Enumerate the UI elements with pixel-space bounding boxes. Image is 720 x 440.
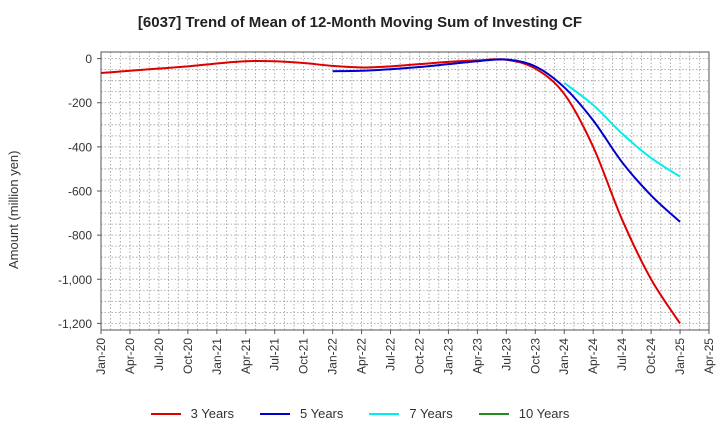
legend-label: 10 Years <box>518 406 570 421</box>
y-tick-label: -1,000 <box>58 273 92 287</box>
x-tick-label: Oct-23 <box>528 338 542 374</box>
legend-label: 3 Years <box>190 406 234 421</box>
y-axis: 0 -200 -400 -600 -800 -1,000 -1,200 <box>58 52 101 331</box>
x-tick-label: Apr-22 <box>355 338 369 374</box>
x-tick-label: Oct-20 <box>181 338 195 374</box>
legend-swatch <box>150 412 181 415</box>
y-tick-label: -400 <box>68 140 92 154</box>
x-tick-label: Jan-25 <box>673 338 687 375</box>
x-tick-label: Apr-21 <box>239 338 253 374</box>
legend-item-5-years: 5 Years <box>260 406 343 421</box>
x-tick-label: Apr-25 <box>702 338 716 374</box>
legend-swatch <box>260 412 290 415</box>
legend-swatch <box>369 412 400 415</box>
x-tick-label: Jan-22 <box>326 338 340 375</box>
x-tick-label: Apr-20 <box>123 338 137 374</box>
x-tick-label: Oct-22 <box>412 338 426 374</box>
legend-label: 7 Years <box>409 406 453 421</box>
chart-title: [6037] Trend of Mean of 12-Month Moving … <box>137 14 583 31</box>
y-tick-label: -1,200 <box>58 317 92 331</box>
series-line-7-years <box>563 82 681 178</box>
x-tick-label: Oct-21 <box>297 338 311 374</box>
x-tick-label: Jan-23 <box>441 338 455 375</box>
x-tick-label: Jan-21 <box>210 338 224 375</box>
y-tick-label: -800 <box>68 229 92 243</box>
x-tick-label: Jul-20 <box>152 338 166 371</box>
series-lines <box>100 58 681 324</box>
grid <box>100 52 710 330</box>
x-tick-label: Apr-23 <box>470 338 484 374</box>
legend-item-7-years: 7 Years <box>369 406 453 421</box>
x-tick-label: Jul-23 <box>499 338 513 371</box>
series-line-3-years <box>100 58 681 324</box>
x-tick-label: Jul-21 <box>268 338 282 371</box>
x-tick-label: Oct-24 <box>644 338 658 374</box>
y-tick-label: 0 <box>85 52 92 66</box>
x-tick-label: Jan-20 <box>94 338 108 375</box>
x-tick-label: Jan-24 <box>557 338 571 375</box>
legend: 3 Years 5 Years 7 Years 10 Years <box>0 406 720 421</box>
legend-item-10-years: 10 Years <box>478 406 570 421</box>
legend-swatch <box>478 412 509 415</box>
x-tick-label: Jul-22 <box>384 338 398 371</box>
y-axis-label: Amount (million yen) <box>6 150 21 270</box>
y-tick-label: -200 <box>68 96 92 110</box>
legend-item-3-years: 3 Years <box>150 406 234 421</box>
x-tick-label: Apr-24 <box>586 338 600 374</box>
y-tick-label: -600 <box>68 185 92 199</box>
x-axis: Jan-20 Apr-20 Jul-20 Oct-20 Jan-21 Apr-21 Jul-… <box>94 330 716 375</box>
x-tick-label: Jul-24 <box>615 338 629 371</box>
series-line-5-years <box>332 58 681 223</box>
legend-label: 5 Years <box>300 406 344 421</box>
